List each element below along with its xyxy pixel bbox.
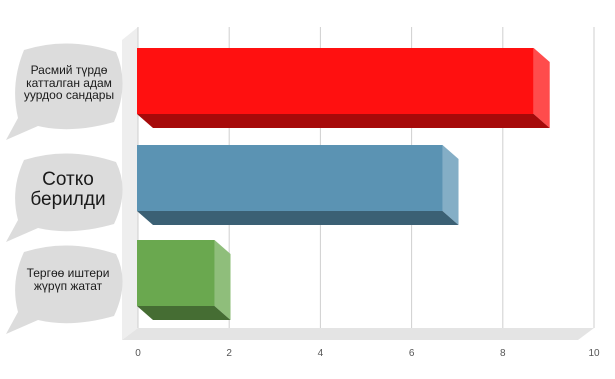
x-tick-label: 2 bbox=[226, 348, 232, 359]
x-tick-label: 8 bbox=[500, 348, 506, 359]
side-wall bbox=[122, 27, 138, 340]
bar-0-side bbox=[533, 48, 550, 128]
category-label-0: Расмий түрдө катталган адам уурдоо санда… bbox=[23, 63, 115, 103]
category-label-2: Тергөө иштери жүрүп жатат bbox=[26, 266, 110, 293]
category-bubble bbox=[6, 245, 123, 334]
bar-1-bottom bbox=[137, 211, 459, 225]
bar-2-front bbox=[137, 240, 215, 306]
x-tick-label: 4 bbox=[318, 348, 324, 359]
x-tick-label: 0 bbox=[135, 348, 141, 359]
category-bubble bbox=[6, 43, 123, 140]
floor bbox=[122, 328, 594, 340]
bar-1-side bbox=[442, 145, 459, 225]
x-tick-label: 6 bbox=[409, 348, 415, 359]
category-bubble bbox=[6, 153, 123, 242]
bar-0-front bbox=[137, 48, 534, 114]
x-tick-label: 10 bbox=[588, 348, 600, 359]
bar-1-front bbox=[137, 145, 443, 211]
bar-2-side bbox=[214, 240, 231, 320]
bar-2-bottom bbox=[137, 306, 231, 320]
category-label-1: Сотко берилди bbox=[30, 169, 106, 210]
bar-0-bottom bbox=[137, 114, 550, 128]
